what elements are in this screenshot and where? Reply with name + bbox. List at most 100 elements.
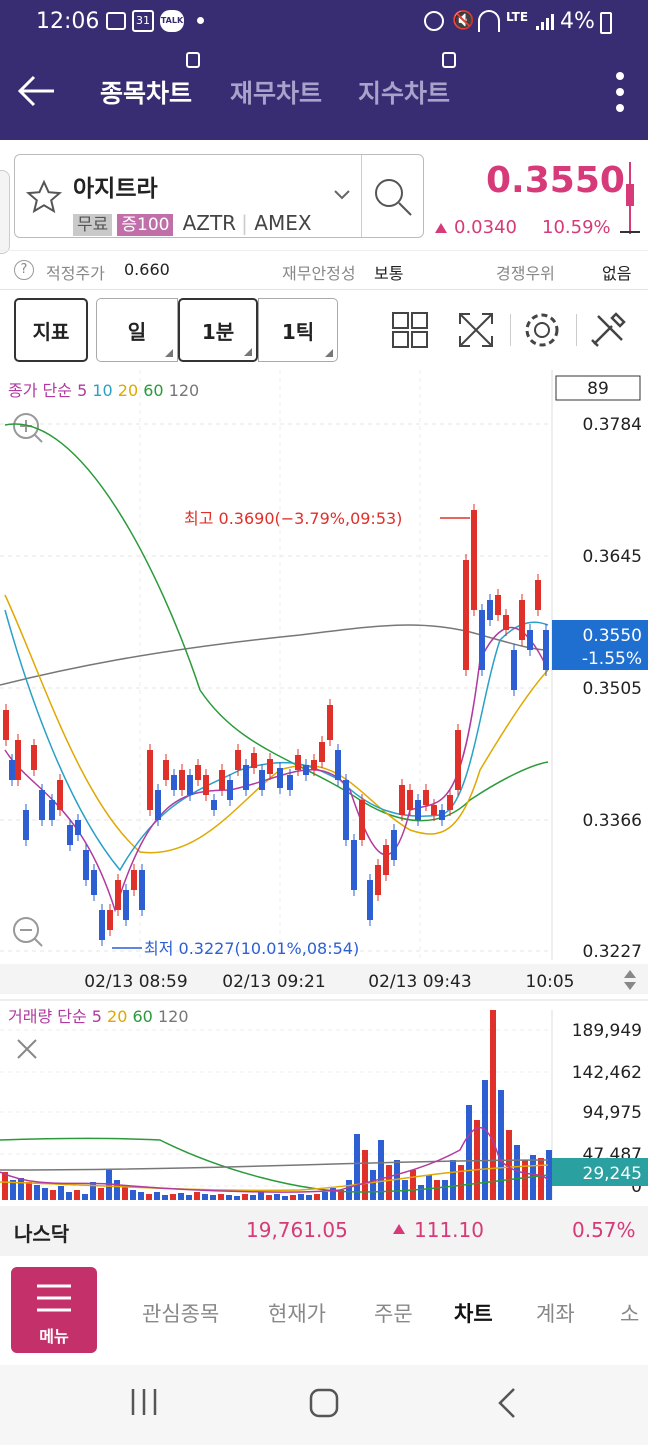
candle-body [511,650,517,690]
system-nav-bar [0,1365,648,1445]
competition-label: 경쟁우위 [496,264,555,283]
competition-value: 없음 [602,264,632,283]
zoom-out-icon [20,929,43,947]
tab-stock-chart[interactable]: 종목차트 [100,79,193,108]
volume-bar [530,1155,536,1200]
network-type: LTE [506,10,529,24]
back-arrow-icon[interactable] [16,74,56,108]
price-chart-area[interactable]: 0.3784 0.3645 0.3505 0.3366 0.3227 종가 단순 5 10… [0,370,648,1210]
gallery-icon [106,12,126,30]
candle-body [431,805,437,815]
star-icon[interactable] [25,179,63,215]
count-value: 89 [587,379,609,399]
candle-body [163,760,169,780]
copy-icon[interactable] [186,52,200,68]
ma-legend: 종가 단순 5 10 20 60 120 [8,381,199,400]
nav-watchlist[interactable]: 관심종목 [142,1302,220,1326]
status-time: 12:06 [36,9,100,34]
ma120-line [0,624,549,686]
more-menu-icon[interactable] [614,70,626,114]
vol-ma5-line [0,1126,549,1193]
stability-value: 보통 [374,264,404,283]
candle-body [543,630,549,670]
volume-bar [106,1170,112,1200]
candle-body [9,760,15,780]
nav-chart[interactable]: 차트 [454,1302,493,1326]
settings-gear-icon[interactable] [522,310,562,350]
volume-bar [98,1188,104,1200]
index-bar[interactable]: 나스닥 19,761.05 111.10 0.57% [0,1206,648,1256]
period-day-button[interactable]: 일 [96,298,178,362]
nav-more[interactable]: 소 [620,1302,640,1326]
layout-grid-icon[interactable] [390,310,430,350]
stock-selector[interactable]: 아지트라 무료 증100 AZTR | AMEX [14,154,424,238]
volume-bar [162,1195,168,1200]
volume-bar [514,1145,520,1200]
chevron-down-icon[interactable] [333,189,351,201]
nav-order[interactable]: 주문 [374,1302,413,1326]
volume-bar [290,1195,296,1200]
volume-bar [546,1150,552,1200]
candle-body [123,890,129,920]
candle-body [303,765,309,775]
ticker: AZTR [182,211,237,235]
fullscreen-icon[interactable] [456,310,496,350]
candle-body [471,510,477,610]
stock-name: 아지트라 [73,176,158,202]
candle-body [57,780,63,810]
nav-quote[interactable]: 현재가 [268,1302,326,1326]
candle-body [3,710,9,740]
menu-button[interactable]: 메뉴 [11,1267,97,1353]
current-price-label: 0.3550 [583,626,642,646]
bottom-nav: 메뉴 [0,1256,648,1366]
candle-body [343,780,349,840]
indicator-button[interactable]: 지표 [14,298,88,362]
candle-body [91,870,97,895]
fair-price-label: 적정주가 [46,264,105,283]
candle-body [75,820,81,835]
volume-bar [146,1194,152,1200]
price-change: 0.0340 [454,217,517,238]
volume-bar [194,1192,200,1200]
candle-body [519,600,525,640]
min-label: 1분 [201,319,235,344]
volume-bar [122,1185,128,1200]
nav-account[interactable]: 계좌 [536,1302,575,1326]
help-icon[interactable]: ? [14,260,34,280]
volume-bar [490,1010,496,1200]
candle-body [243,765,249,790]
tab-index-chart[interactable]: 지수차트 [358,79,451,108]
tick-label: 1틱 [281,319,315,344]
side-drawer-handle[interactable] [0,170,10,254]
volume-bar [138,1192,144,1200]
price-change-pct: 10.59% [542,217,611,238]
volume-bar [258,1192,264,1200]
time-axis-label: 02/13 09:21 [222,972,325,992]
period-tick-button[interactable]: 1틱 [258,298,338,362]
candle-body [267,759,273,774]
recent-apps-icon[interactable] [130,1387,158,1417]
notification-dot-icon [197,17,204,24]
volume-bar [274,1194,280,1200]
candle-body [359,800,365,840]
candle-body [287,775,293,790]
search-icon[interactable] [371,175,415,219]
volume-bar [34,1185,40,1200]
period-1min-button[interactable]: 1분 [178,298,258,362]
count-box [555,375,641,401]
candle-body [319,742,325,762]
talk-icon: TALK [160,10,184,32]
volume-bar [114,1180,120,1200]
current-price-tag [552,620,648,670]
volume-bar [498,1090,504,1200]
low-annotation: 최저 0.3227(10.01%,08:54) [144,939,359,958]
candle-body [423,790,429,805]
indicator-label: 지표 [32,319,70,344]
tab-financial-chart[interactable]: 재무차트 [230,79,323,108]
back-icon[interactable] [496,1387,518,1419]
volume-bar [362,1150,368,1200]
tools-icon[interactable] [588,310,628,350]
copy-icon[interactable] [442,52,456,68]
price-chart[interactable]: 0.3784 0.3645 0.3505 0.3366 0.3227 종가 단순 5 10… [0,370,648,1210]
home-icon[interactable] [308,1387,340,1419]
